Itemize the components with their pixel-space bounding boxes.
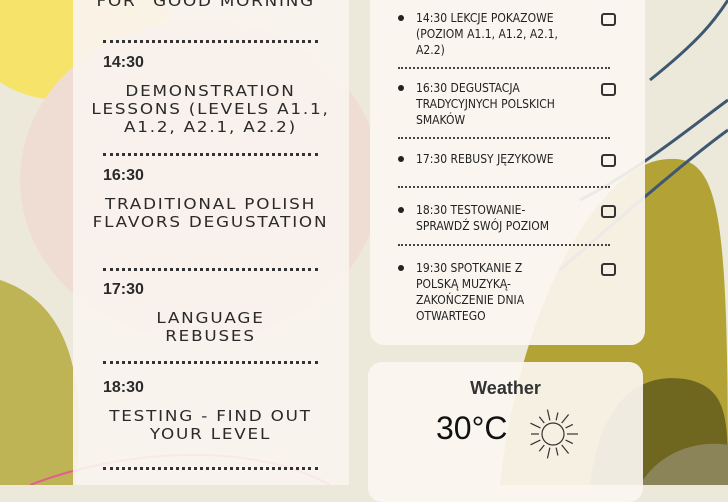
weather-card: Weather 30°C [368,362,643,502]
divider [398,244,610,246]
sun-ray [555,447,559,456]
divider [398,186,610,188]
schedule-top-fragment: for "good morning" [96,0,325,10]
sun-ray [561,414,570,424]
slot-time: 14:30 [103,54,144,71]
sun-ray [530,422,541,429]
sun-ray [530,439,541,446]
slot-title: Demonstration lessons (levels A1.1, A1.2… [91,82,330,136]
bullet-icon [398,207,404,213]
sun-ray [561,444,570,454]
divider [398,137,610,139]
slot-title: Testing - find out your level [109,407,312,443]
sun-ray [565,423,574,429]
slot-time: 17:30 [103,281,144,298]
slot-time: 16:30 [103,167,144,184]
sun-ray [565,439,574,445]
slot-time: 18:30 [103,379,144,396]
sun-icon [530,409,578,459]
divider [398,67,610,69]
bullet-icon [398,265,404,271]
checkbox[interactable] [601,83,616,96]
bullet-icon [398,15,404,21]
divider [103,40,318,43]
slot-title: Language rebuses [156,309,265,345]
sun-ray [538,416,545,424]
sun-ray [538,444,545,452]
checkbox[interactable] [601,154,616,167]
bullet-icon [398,85,404,91]
sun-ray [546,409,551,421]
temperature: 30°C [436,410,508,446]
checkbox[interactable] [601,263,616,276]
divider [103,268,318,271]
checkbox[interactable] [601,205,616,218]
slot-title: Traditional Polish flavors degustation [92,195,329,231]
divider [103,153,318,156]
checkbox[interactable] [601,13,616,26]
sun-ray [546,447,551,459]
bullet-icon [398,156,404,162]
divider [103,361,318,364]
checklist-card: 14:30 Lekcje pokazowe (poziom A1.1, A1.2… [370,0,645,345]
sun-ray [555,412,559,421]
weather-title: Weather [470,378,541,398]
divider [103,467,318,470]
schedule-panel-english: for "good morning" 14:30 Demonstration l… [73,0,349,485]
